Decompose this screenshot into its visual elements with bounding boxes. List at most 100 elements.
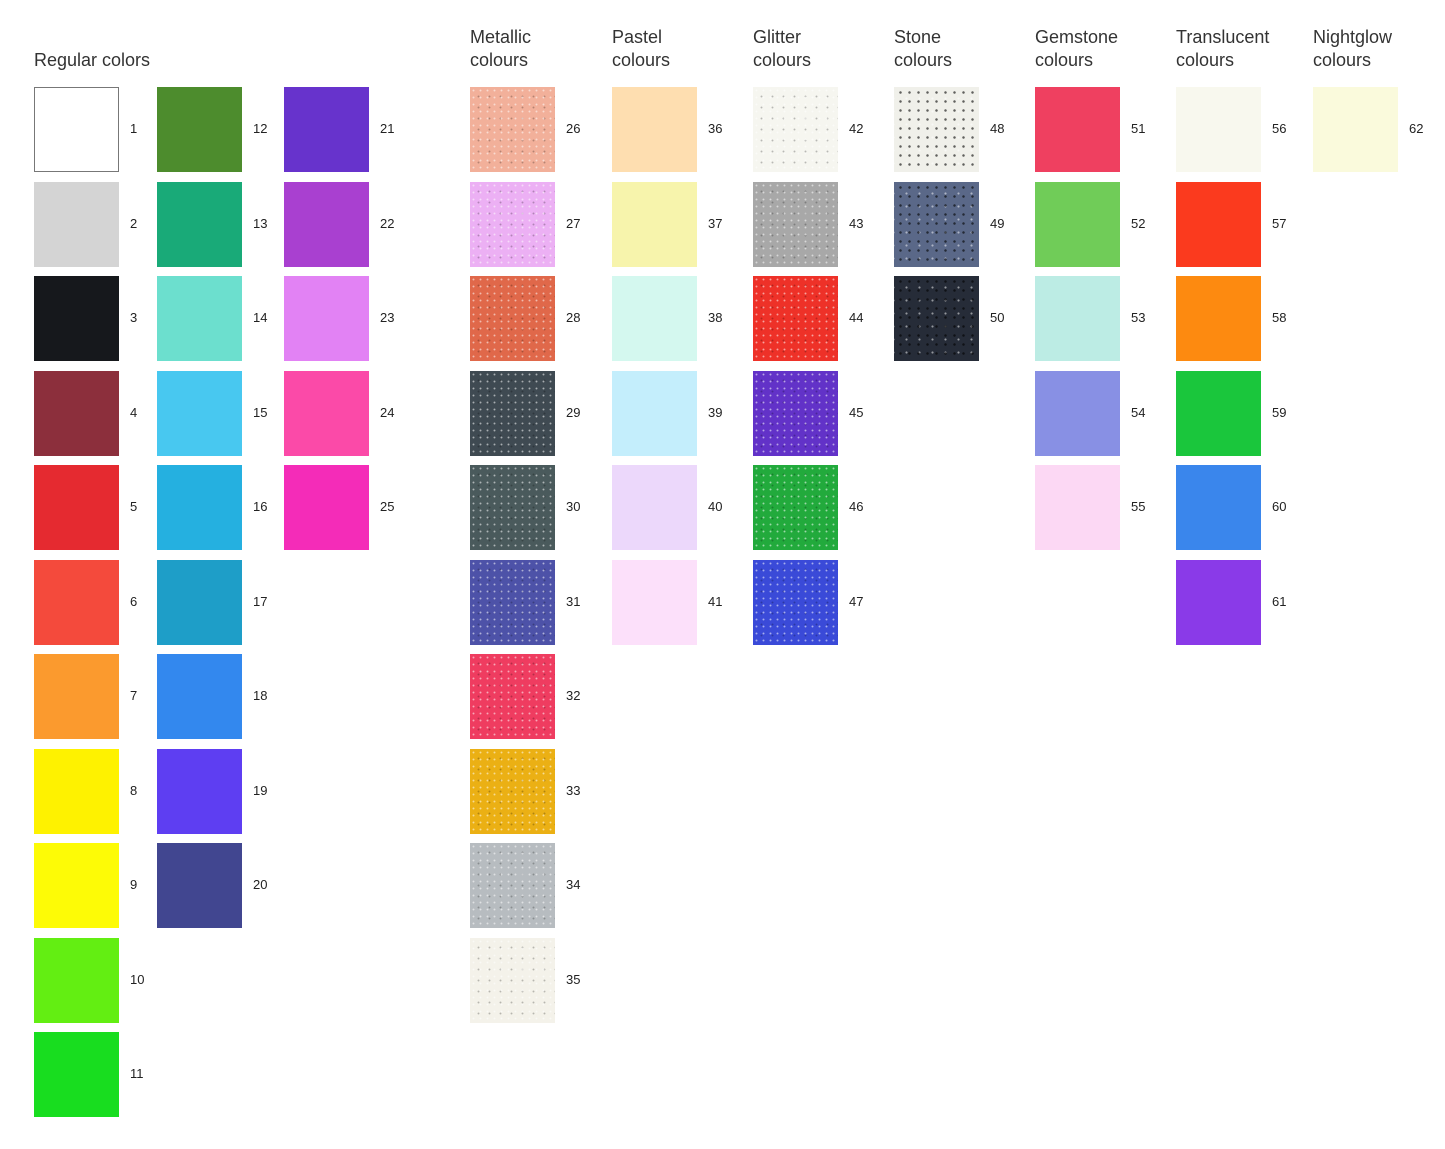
color-swatch-41 (612, 559, 697, 645)
color-swatch-27 (470, 181, 555, 267)
swatch-number: 40 (708, 499, 723, 514)
swatch-number: 30 (566, 499, 581, 514)
color-swatch-51 (1035, 87, 1120, 172)
color-swatch-61 (1176, 559, 1261, 645)
group-title: Translucent colours (1176, 26, 1269, 72)
color-swatch-59 (1176, 370, 1261, 456)
group-title-line: Stone (894, 27, 942, 47)
color-swatch-40 (612, 465, 697, 550)
color-swatch-55 (1035, 465, 1120, 550)
swatch-number: 54 (1131, 404, 1146, 420)
color-swatch-23 (284, 276, 369, 361)
color-swatch-48 (894, 87, 979, 172)
color-swatch-60 (1176, 465, 1261, 550)
swatch-number: 4 (130, 404, 138, 420)
swatch-number: 44 (849, 310, 864, 325)
swatch-number: 62 (1409, 121, 1424, 136)
swatch-number: 8 (130, 782, 138, 798)
swatch-number: 26 (566, 121, 581, 136)
color-swatch-33 (470, 748, 555, 834)
color-swatch-12 (157, 87, 242, 172)
color-swatch-58 (1176, 276, 1261, 361)
swatch-number: 34 (566, 877, 581, 892)
swatch-number: 24 (380, 404, 395, 420)
swatch-number: 1 (130, 121, 138, 136)
color-swatch-62 (1313, 87, 1398, 172)
swatch-number: 21 (380, 121, 395, 136)
swatch-number: 53 (1131, 310, 1146, 325)
swatch-number: 56 (1272, 121, 1287, 136)
swatch-number: 13 (253, 215, 268, 231)
swatch-number: 20 (253, 877, 268, 892)
group-title-line: colours (894, 50, 953, 70)
swatch-number: 50 (990, 310, 1005, 325)
swatch-number: 15 (253, 404, 268, 420)
color-swatch-17 (157, 559, 242, 645)
color-swatch-53 (1035, 276, 1120, 361)
group-title-line: Translucent (1176, 27, 1270, 47)
swatch-number: 35 (566, 971, 581, 987)
swatch-number: 57 (1272, 215, 1287, 231)
swatch-number: 42 (849, 121, 864, 136)
swatch-number: 39 (708, 404, 723, 420)
swatch-number: 45 (849, 404, 864, 420)
group-title-line: colours (470, 50, 529, 70)
group-title-line: colours (753, 50, 812, 70)
swatch-number: 41 (708, 593, 723, 609)
color-swatch-18 (157, 654, 242, 739)
color-swatch-54 (1035, 370, 1120, 456)
color-swatch-34 (470, 843, 555, 928)
color-swatch-21 (284, 87, 369, 172)
swatch-number: 5 (130, 499, 138, 514)
color-swatch-1 (34, 87, 119, 172)
swatch-number: 14 (253, 310, 268, 325)
color-swatch-46 (753, 465, 838, 550)
color-swatch-30 (470, 465, 555, 550)
swatch-number: 43 (849, 215, 864, 231)
swatch-number: 28 (566, 310, 581, 325)
swatch-number: 18 (253, 688, 268, 703)
group-title-line: Pastel (612, 27, 663, 47)
group-title-line: Glitter (753, 27, 802, 47)
color-swatch-5 (34, 465, 119, 550)
swatch-number: 52 (1131, 215, 1146, 231)
swatch-number: 48 (990, 121, 1005, 136)
swatch-number: 47 (849, 593, 864, 609)
swatch-number: 19 (253, 782, 268, 798)
group-title-line: colours (1035, 50, 1094, 70)
color-swatch-16 (157, 465, 242, 550)
color-swatch-20 (157, 843, 242, 928)
swatch-number: 25 (380, 499, 395, 514)
group-title: Stone colours (894, 26, 952, 72)
swatch-number: 7 (130, 688, 138, 703)
swatch-number: 31 (566, 593, 581, 609)
color-swatch-14 (157, 276, 242, 361)
swatch-number: 3 (130, 310, 138, 325)
group-title-line: Metallic (470, 27, 532, 47)
color-swatch-3 (34, 276, 119, 361)
swatch-number: 17 (253, 593, 268, 609)
swatch-number: 29 (566, 404, 581, 420)
color-swatch-44 (753, 276, 838, 361)
color-swatch-7 (34, 654, 119, 739)
color-swatch-22 (284, 181, 369, 267)
swatch-number: 2 (130, 215, 138, 231)
color-swatch-31 (470, 559, 555, 645)
color-swatch-8 (34, 748, 119, 834)
swatch-number: 23 (380, 310, 395, 325)
color-swatch-19 (157, 748, 242, 834)
color-swatch-29 (470, 370, 555, 456)
swatch-number: 61 (1272, 593, 1287, 609)
color-swatch-6 (34, 559, 119, 645)
color-swatch-47 (753, 559, 838, 645)
swatch-number: 9 (130, 877, 138, 892)
swatch-number: 37 (708, 215, 723, 231)
group-title-line: Regular colors (34, 50, 151, 70)
swatch-number: 27 (566, 215, 581, 231)
swatch-number: 60 (1272, 499, 1287, 514)
color-swatch-37 (612, 181, 697, 267)
color-swatch-26 (470, 87, 555, 172)
color-swatch-32 (470, 654, 555, 739)
color-swatch-15 (157, 370, 242, 456)
group-title-line: colours (1176, 50, 1235, 70)
